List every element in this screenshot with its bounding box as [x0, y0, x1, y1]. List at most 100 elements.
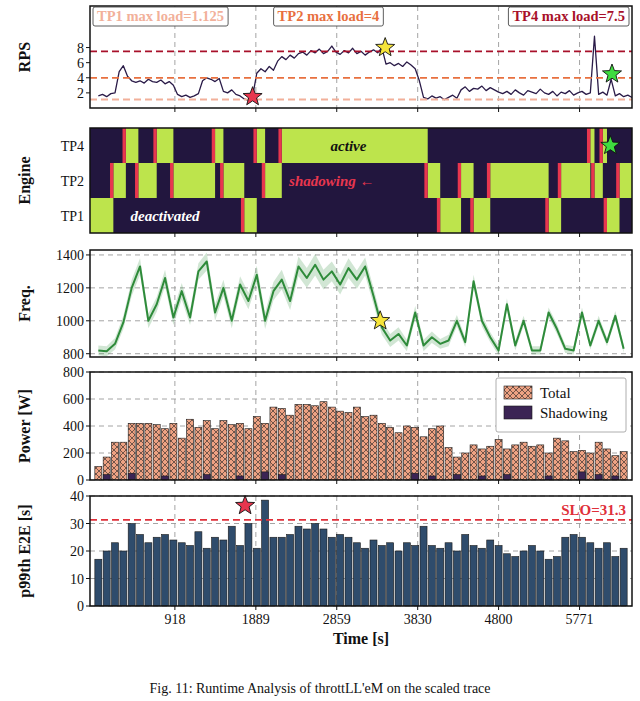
data-area: [90, 128, 632, 233]
bar: [612, 557, 619, 607]
shadowing-segment: [616, 163, 619, 198]
active-segment: [561, 163, 590, 198]
bar: [470, 546, 477, 607]
bar: [378, 423, 385, 480]
shadowing-segment: [153, 128, 156, 163]
bar: [512, 557, 519, 607]
threshold-label: TP1 max load=1.125: [97, 8, 224, 24]
threshold-label-box: [93, 7, 228, 26]
y-tick-label: TP1: [61, 209, 84, 224]
bar: [478, 548, 485, 606]
bar: [345, 537, 352, 606]
grid-line: [255, 250, 256, 357]
grid-line: [90, 287, 632, 288]
shadowing-segment: [241, 198, 244, 233]
bar: [428, 429, 435, 480]
active-segment: [138, 163, 156, 198]
shadowing-segment: [424, 163, 427, 198]
plot-frame: [90, 496, 632, 606]
active-segment: [440, 198, 461, 233]
x-tick-label: 1889: [242, 612, 270, 627]
shadowing-segment: [220, 163, 223, 198]
x-tick-label: 3830: [404, 612, 432, 627]
bar: [353, 407, 360, 480]
legend-label: Shadowing: [540, 405, 608, 421]
bar: [253, 417, 260, 480]
bar: [195, 532, 202, 606]
plot-background: [90, 128, 632, 233]
bar: [287, 415, 294, 480]
bar: [520, 442, 527, 480]
bar: [578, 450, 585, 480]
bar: [295, 404, 302, 480]
active-segment: [594, 163, 602, 198]
bar: [353, 543, 360, 606]
active-segment: [549, 198, 562, 233]
plot-background: [90, 250, 632, 357]
y-tick-label: 1400: [56, 248, 84, 263]
y-tick-label: TP4: [61, 139, 84, 154]
bar: [162, 429, 169, 480]
bar: [295, 526, 302, 606]
bar: [328, 407, 335, 480]
bar: [312, 406, 319, 480]
shadowing-segment: [599, 128, 602, 163]
bar: [212, 429, 219, 480]
deactivated-background: [90, 128, 632, 233]
bar: [337, 535, 344, 607]
bar: [570, 452, 577, 480]
y-axis-label: Freq.: [16, 285, 34, 322]
star-marker: [243, 87, 262, 105]
annotations: TP1 max load=1.125TP2 max load=4TP4 max …: [93, 7, 629, 105]
bar: [270, 407, 277, 480]
bar: [187, 419, 194, 480]
active-segment: [244, 198, 257, 233]
bar: [387, 427, 394, 480]
grid-line: [90, 254, 632, 255]
bar: [595, 548, 602, 606]
bar: [112, 543, 119, 606]
bar: [587, 453, 594, 480]
bar: [337, 411, 344, 480]
active-segment: [223, 163, 244, 198]
bar: [528, 546, 535, 607]
grid-line: [90, 353, 632, 354]
bar: [128, 423, 135, 480]
data-line: [98, 36, 632, 100]
y-tick-label: 1000: [56, 314, 84, 329]
bar: [112, 442, 119, 480]
bar: [470, 445, 477, 480]
panel: TP1TP2TP4Engine: [16, 128, 632, 237]
y-tick-label: 800: [63, 365, 84, 380]
bar: [603, 543, 610, 606]
bar: [228, 425, 235, 480]
shadowing-segment: [278, 128, 281, 163]
bar: [103, 551, 110, 606]
threshold-label-box: [274, 7, 384, 26]
panel: 0200400600800Power [W]: [16, 365, 632, 488]
bar: [545, 453, 552, 480]
bar: [178, 438, 185, 480]
star-marker: [602, 64, 621, 82]
bar: [445, 543, 452, 606]
active-segment: [173, 163, 215, 198]
y-tick-label: 40: [70, 489, 84, 504]
bar: [103, 457, 110, 480]
bar: [587, 543, 594, 606]
active-segment: [428, 163, 441, 198]
bar: [420, 526, 427, 606]
bar: [437, 548, 444, 606]
x-tick-label: 918: [164, 612, 185, 627]
bar: [262, 500, 269, 606]
bar: [553, 438, 560, 480]
shadowing-segment: [212, 128, 215, 163]
bar: [312, 524, 319, 607]
bar: [495, 440, 502, 481]
bar: [537, 445, 544, 480]
bar: [487, 540, 494, 606]
data-area: [90, 36, 632, 100]
bar: [562, 441, 569, 480]
bar: [370, 540, 377, 606]
bar: [212, 537, 219, 606]
bar: [278, 537, 285, 606]
